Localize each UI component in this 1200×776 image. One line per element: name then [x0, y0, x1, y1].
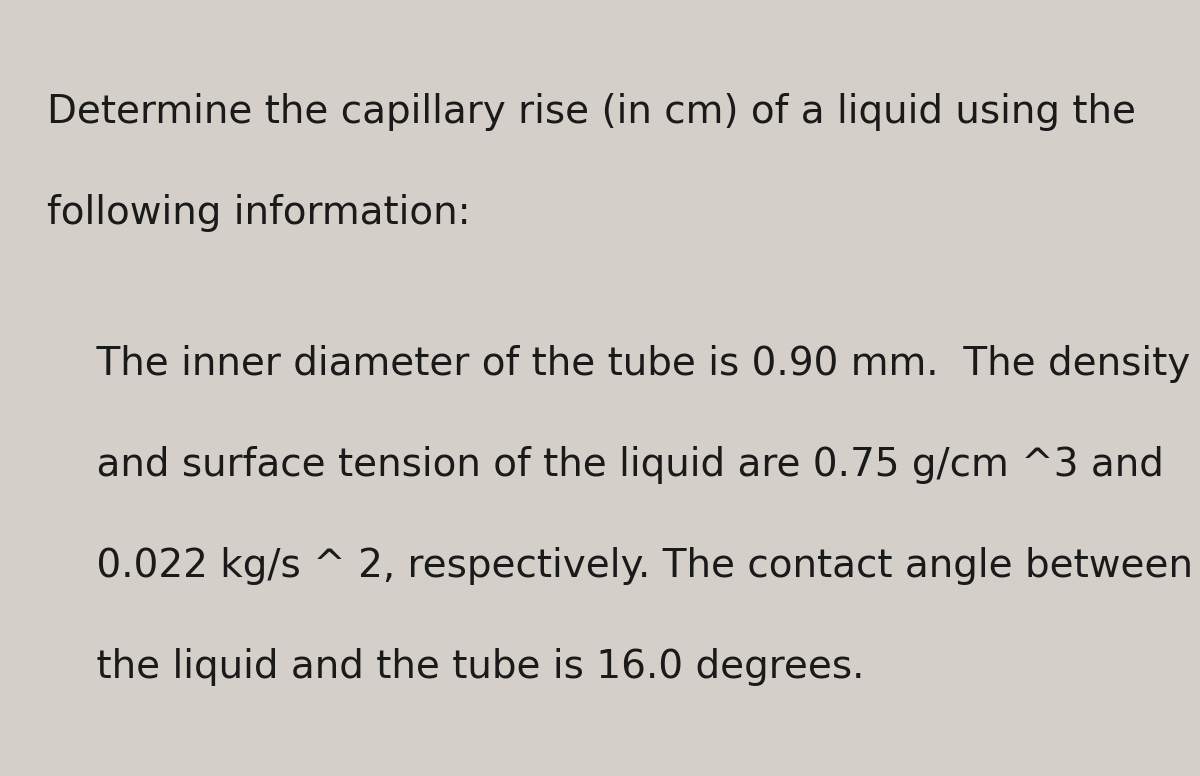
- Text: and surface tension of the liquid are 0.75 g/cm ^3 and: and surface tension of the liquid are 0.…: [47, 446, 1164, 484]
- Text: Determine the capillary rise (in cm) of a liquid using the: Determine the capillary rise (in cm) of …: [47, 93, 1136, 131]
- Text: The inner diameter of the tube is 0.90 mm.  The density: The inner diameter of the tube is 0.90 m…: [47, 345, 1190, 383]
- Text: the liquid and the tube is 16.0 degrees.: the liquid and the tube is 16.0 degrees.: [47, 648, 864, 686]
- Text: 0.022 kg/s ^ 2, respectively. The contact angle between: 0.022 kg/s ^ 2, respectively. The contac…: [47, 547, 1193, 585]
- Text: following information:: following information:: [47, 194, 470, 232]
